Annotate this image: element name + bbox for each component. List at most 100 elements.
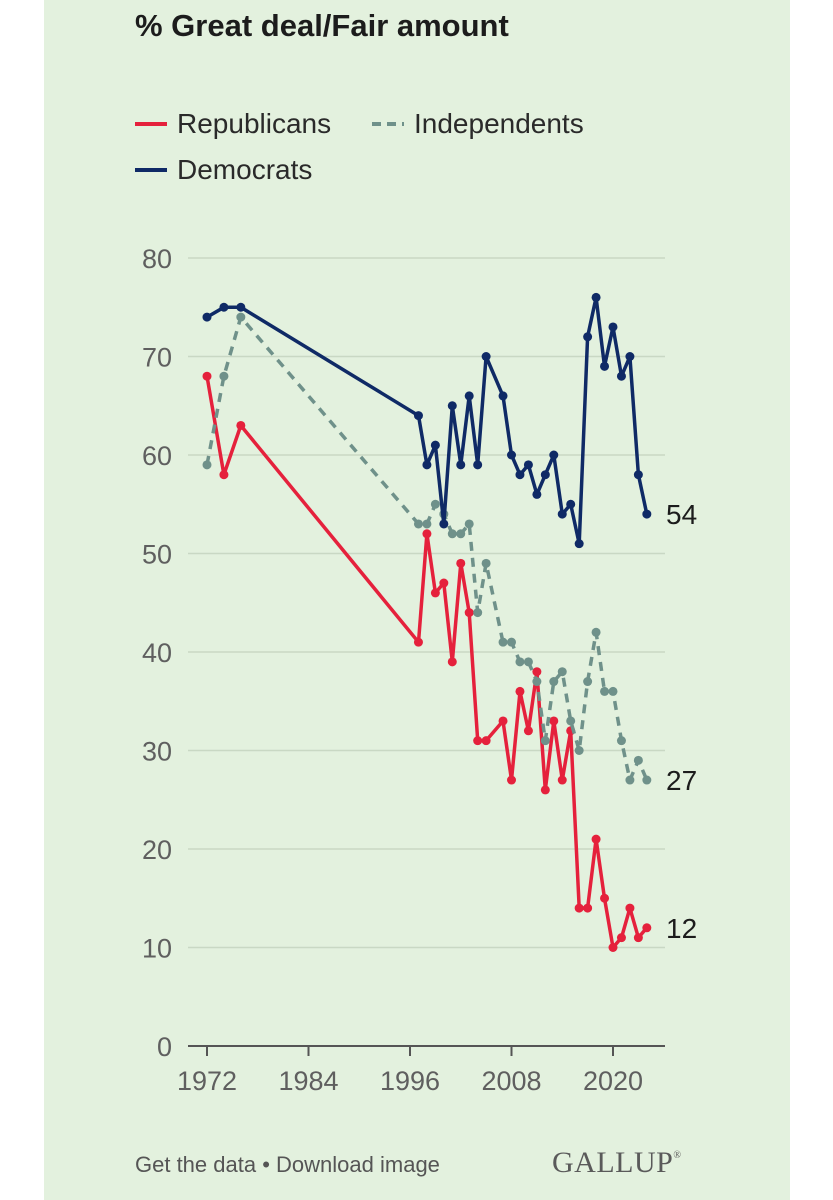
data-point-republicans-2011[interactable] <box>532 667 542 677</box>
data-point-independents-2002[interactable] <box>456 529 466 539</box>
data-point-republicans-1997[interactable] <box>413 637 423 647</box>
data-point-democrats-2012[interactable] <box>540 470 550 480</box>
data-point-democrats-2011[interactable] <box>532 489 542 499</box>
data-point-independents-2012[interactable] <box>540 736 550 746</box>
data-point-democrats-1974[interactable] <box>219 302 229 312</box>
data-point-independents-1998[interactable] <box>422 519 432 529</box>
data-point-democrats-2022[interactable] <box>625 352 635 361</box>
data-point-independents-1976[interactable] <box>236 312 246 322</box>
data-point-democrats-1976[interactable] <box>236 302 246 312</box>
data-point-democrats-1999[interactable] <box>430 440 440 450</box>
data-point-democrats-2009[interactable] <box>515 470 525 480</box>
data-point-republicans-2022[interactable] <box>625 903 635 913</box>
data-point-republicans-2012[interactable] <box>540 785 550 795</box>
data-point-independents-2013[interactable] <box>549 677 559 687</box>
data-point-independents-2020[interactable] <box>608 686 618 696</box>
data-point-democrats-1998[interactable] <box>422 460 432 470</box>
data-point-republicans-2009[interactable] <box>515 686 525 696</box>
data-point-republicans-2013[interactable] <box>549 716 559 726</box>
data-point-republicans-2003[interactable] <box>464 608 474 618</box>
data-point-democrats-2016[interactable] <box>574 539 584 549</box>
data-point-republicans-2008[interactable] <box>507 775 516 785</box>
brand-name: GALLUP <box>552 1146 674 1179</box>
data-point-democrats-2015[interactable] <box>566 499 576 509</box>
data-point-democrats-2014[interactable] <box>557 509 567 519</box>
data-point-republicans-1999[interactable] <box>430 588 440 598</box>
data-point-republicans-2019[interactable] <box>600 893 610 903</box>
data-point-democrats-2018[interactable] <box>591 292 601 302</box>
data-point-independents-2024[interactable] <box>642 775 652 785</box>
data-point-republicans-2001[interactable] <box>447 657 457 667</box>
data-point-independents-2022[interactable] <box>625 775 635 785</box>
data-point-independents-2014[interactable] <box>557 667 567 677</box>
data-point-democrats-2024[interactable] <box>642 509 652 519</box>
data-point-independents-2004[interactable] <box>473 608 483 618</box>
data-point-democrats-2020[interactable] <box>608 322 618 332</box>
data-point-independents-2017[interactable] <box>583 677 593 687</box>
x-tick-label-1996: 1996 <box>380 1066 440 1096</box>
data-point-republicans-2024[interactable] <box>642 923 652 933</box>
grid-lines <box>188 257 665 1047</box>
data-point-republicans-2010[interactable] <box>523 726 533 736</box>
data-point-independents-2019[interactable] <box>600 686 610 696</box>
data-point-democrats-1972[interactable] <box>202 312 212 322</box>
chart-title: % Great deal/Fair amount <box>135 8 509 43</box>
data-point-republicans-2021[interactable] <box>616 933 626 943</box>
data-point-independents-1974[interactable] <box>219 371 229 381</box>
data-point-republicans-2004[interactable] <box>473 736 483 746</box>
data-point-independents-2011[interactable] <box>532 677 542 687</box>
data-point-republicans-1972[interactable] <box>202 371 212 381</box>
data-point-democrats-2013[interactable] <box>549 450 559 460</box>
data-point-democrats-2017[interactable] <box>583 332 593 342</box>
data-point-democrats-2003[interactable] <box>464 391 474 401</box>
data-point-republicans-2007[interactable] <box>498 716 508 726</box>
data-point-republicans-2000[interactable] <box>439 578 449 588</box>
data-point-independents-1999[interactable] <box>430 499 440 509</box>
data-point-republicans-2005[interactable] <box>481 736 491 746</box>
data-point-democrats-2023[interactable] <box>633 470 643 480</box>
end-label-democrats: 54 <box>666 499 697 530</box>
data-point-republicans-2020[interactable] <box>608 943 618 952</box>
series-democrats <box>202 292 652 549</box>
data-point-democrats-2021[interactable] <box>616 371 626 381</box>
data-point-republicans-2018[interactable] <box>591 834 601 844</box>
data-point-independents-2021[interactable] <box>616 736 626 746</box>
data-point-republicans-1976[interactable] <box>236 420 246 430</box>
data-point-republicans-1998[interactable] <box>422 529 432 539</box>
data-point-democrats-2008[interactable] <box>507 450 516 460</box>
data-point-independents-2015[interactable] <box>566 716 576 726</box>
data-point-republicans-2014[interactable] <box>557 775 567 785</box>
data-point-independents-1972[interactable] <box>202 460 212 470</box>
data-point-democrats-2002[interactable] <box>456 460 466 470</box>
data-point-democrats-2000[interactable] <box>439 519 449 529</box>
data-point-independents-1997[interactable] <box>413 519 423 529</box>
data-point-republicans-2016[interactable] <box>574 903 584 913</box>
data-point-independents-2007[interactable] <box>498 637 508 647</box>
data-point-republicans-1974[interactable] <box>219 470 229 480</box>
data-point-democrats-2019[interactable] <box>600 361 610 371</box>
data-point-independents-2001[interactable] <box>447 529 457 539</box>
data-point-independents-2005[interactable] <box>481 558 491 568</box>
data-point-republicans-2023[interactable] <box>633 933 643 943</box>
data-point-democrats-2010[interactable] <box>523 460 533 470</box>
data-point-republicans-2017[interactable] <box>583 903 593 913</box>
data-point-independents-2008[interactable] <box>507 637 516 647</box>
data-point-independents-2010[interactable] <box>523 657 533 667</box>
series-independents <box>202 312 652 785</box>
legend-item-republicans: Republicans <box>135 108 331 140</box>
data-point-democrats-2001[interactable] <box>447 401 457 411</box>
series-group <box>202 292 652 952</box>
data-point-independents-2016[interactable] <box>574 746 584 755</box>
data-point-democrats-2007[interactable] <box>498 391 508 401</box>
data-point-independents-2018[interactable] <box>591 627 601 637</box>
data-point-independents-2003[interactable] <box>464 519 474 529</box>
data-point-democrats-2005[interactable] <box>481 352 491 361</box>
data-point-democrats-1997[interactable] <box>413 411 423 421</box>
data-point-independents-2023[interactable] <box>633 755 643 765</box>
get-data-link[interactable]: Get the data <box>135 1152 257 1177</box>
data-point-independents-2009[interactable] <box>515 657 525 667</box>
download-image-link[interactable]: Download image <box>276 1152 440 1177</box>
data-point-democrats-2004[interactable] <box>473 460 483 470</box>
data-point-republicans-2002[interactable] <box>456 558 466 568</box>
legend-swatch-republicans <box>135 122 167 126</box>
